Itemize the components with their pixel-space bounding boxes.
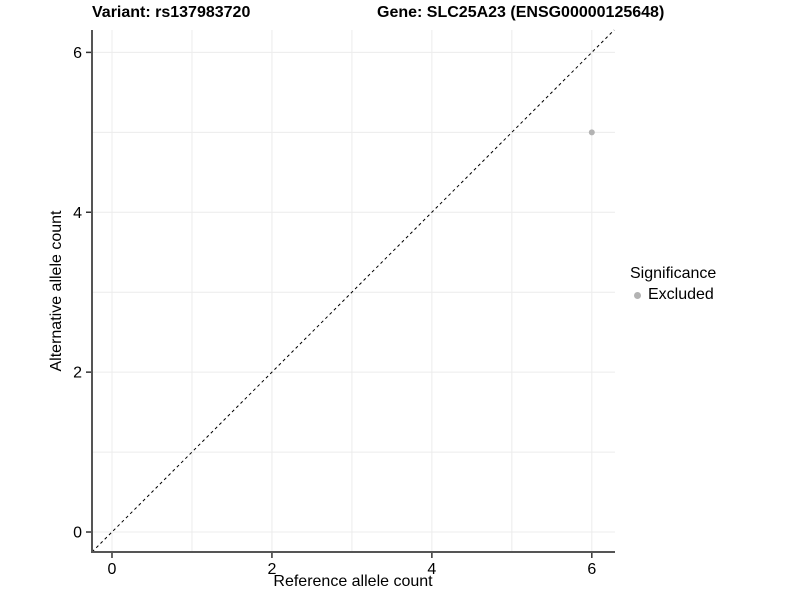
data-points: [588, 129, 595, 136]
y-axis: 0 2 4 6: [73, 30, 93, 553]
plot-title-variant: Variant: rs137983720: [92, 4, 251, 21]
legend-dot-icon: [634, 291, 641, 299]
plot-title-gene: Gene: SLC25A23 (ENSG00000125648): [377, 4, 665, 21]
identity-dashed-line: [91, 29, 615, 553]
x-axis: 0 2 4 6: [91, 551, 615, 578]
data-point: [588, 129, 595, 136]
y-tick-label: 4: [73, 205, 82, 222]
legend-title: Significance: [630, 265, 717, 282]
y-tick-label: 0: [73, 525, 82, 542]
x-tick-label: 0: [108, 561, 117, 578]
gridlines: [92, 30, 615, 552]
legend-key: [630, 288, 645, 303]
x-axis-title: Reference allele count: [273, 573, 433, 590]
legend-item-label: Excluded: [648, 286, 714, 303]
legend-item-excluded: Excluded: [630, 286, 716, 304]
legend: Significance Excluded: [630, 265, 716, 304]
x-tick-label: 2: [267, 561, 276, 578]
x-tick-label: 6: [587, 561, 596, 578]
y-tick-label: 2: [73, 365, 82, 382]
x-tick-label: 4: [427, 561, 436, 578]
y-tick-label: 6: [73, 45, 82, 62]
identity-line: [91, 29, 615, 553]
y-axis-title: Alternative allele count: [48, 210, 65, 372]
